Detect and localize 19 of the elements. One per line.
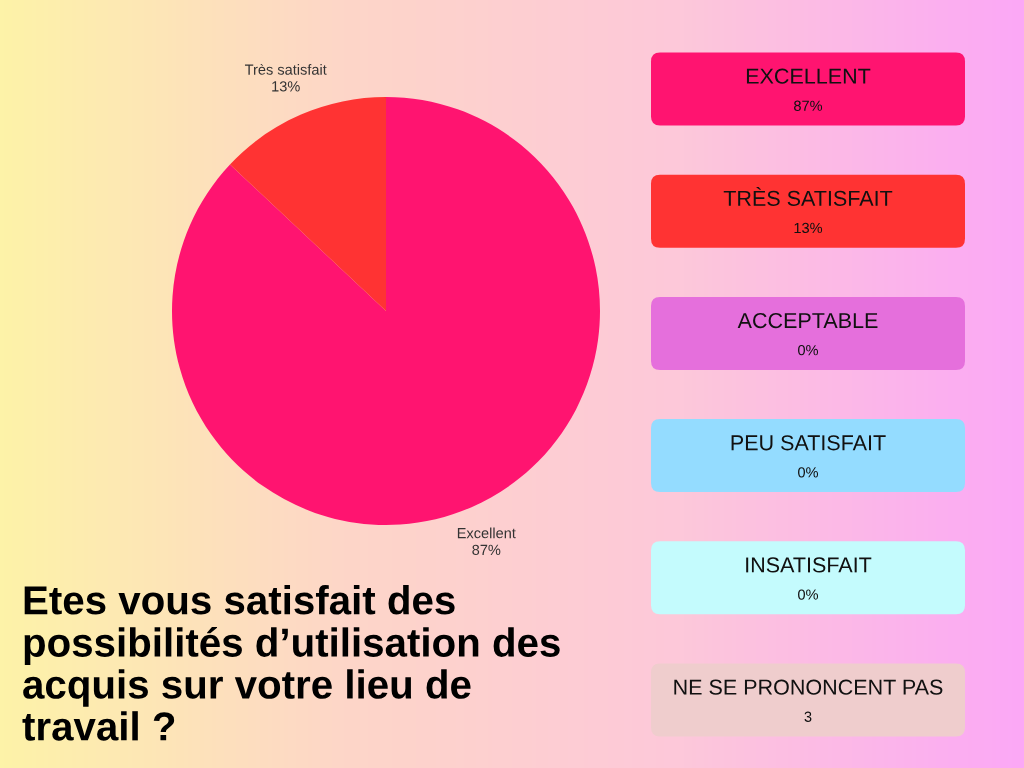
category-label: TRÈS SATISFAIT bbox=[723, 187, 893, 206]
pie-slice bbox=[172, 97, 600, 525]
category-label: INSATISFAIT bbox=[746, 557, 872, 573]
category-label: ACCEPTABLE bbox=[737, 312, 878, 329]
text: 0% bbox=[798, 589, 819, 600]
data-label: 13% bbox=[272, 81, 300, 92]
pie-slice bbox=[230, 97, 386, 311]
slice-label: Très satisfait bbox=[244, 63, 327, 75]
text: 3 bbox=[804, 711, 812, 722]
data-label: 87% bbox=[472, 544, 501, 556]
text: 87% bbox=[794, 100, 823, 111]
text: 0% bbox=[798, 467, 819, 478]
text: Etes vous satisfait des possibilités d’utilisation des acquis sur votre lieu de travail ? bbox=[22, 585, 560, 741]
category-label: NE SE PRONONCENT PAS bbox=[674, 679, 943, 695]
category-label: PEU SATISFAIT bbox=[731, 435, 886, 451]
category-label: EXCELLENT bbox=[746, 68, 871, 84]
text: 13% bbox=[794, 222, 823, 234]
slice-label: Excellent bbox=[457, 527, 516, 539]
text: 0% bbox=[798, 344, 819, 356]
